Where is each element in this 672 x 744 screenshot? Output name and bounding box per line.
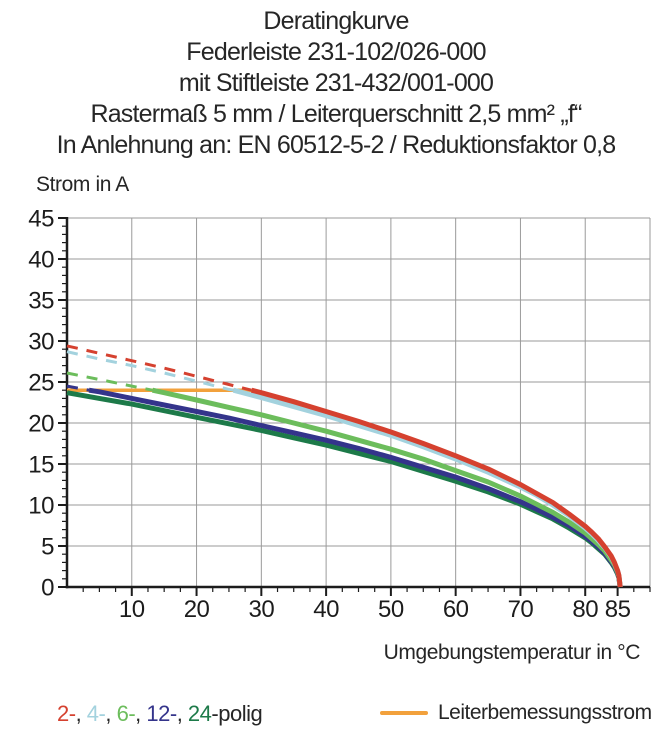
- svg-text:10: 10: [119, 596, 145, 623]
- legend-pole-count: 6-: [116, 701, 136, 726]
- rated-current-line-swatch: [380, 711, 428, 715]
- svg-text:60: 60: [443, 596, 469, 623]
- chart-title-line: Federleiste 231-102/026-000: [186, 38, 486, 66]
- legend-separator: ,: [176, 701, 188, 726]
- svg-text:40: 40: [28, 247, 54, 274]
- svg-text:85: 85: [605, 596, 631, 623]
- tick-labels: 10 20 30 40 50 60 70 80 85 0 5 10 15 20 25 30 35 40 45: [28, 206, 631, 624]
- chart-title-line: Deratingkurve: [263, 7, 409, 35]
- svg-text:15: 15: [28, 452, 54, 479]
- svg-text:25: 25: [28, 370, 54, 397]
- svg-text:80: 80: [572, 596, 598, 623]
- curve-6-polig: [151, 387, 623, 588]
- legend-pole-count: 4-: [86, 701, 106, 726]
- curve-dashed-12-polig: [66, 384, 90, 392]
- curve-2-polig: [250, 387, 623, 588]
- curve-dashed-6-polig: [66, 371, 153, 392]
- x-axis-title: Umgebungstemperatur in °C: [383, 641, 641, 664]
- curve-4-polig: [232, 387, 623, 588]
- svg-text:45: 45: [28, 206, 54, 233]
- curve-dashed-4-polig: [66, 350, 234, 392]
- derating-curves: [66, 344, 623, 588]
- svg-text:5: 5: [41, 534, 54, 561]
- rated-current-legend-label: Leiterbemessungsstrom: [438, 701, 652, 724]
- legend-separator: ,: [105, 701, 117, 726]
- svg-text:20: 20: [28, 411, 54, 438]
- legend-separator: ,: [75, 701, 87, 726]
- chart-title-line: In Anlehnung an: EN 60512-5-2 / Reduktio…: [56, 131, 617, 159]
- svg-text:0: 0: [41, 575, 54, 602]
- axes: [65, 217, 650, 589]
- pole-count-legend: 2-, 4-, 6-, 12-, 24-polig: [57, 701, 263, 727]
- legend-suffix: -polig: [211, 701, 263, 726]
- legend-pole-count: 24: [187, 701, 212, 726]
- chart-title-line: mit Stiftleiste 231-432/001-000: [178, 69, 494, 97]
- svg-text:35: 35: [28, 288, 54, 315]
- chart-title-line: Rastermaß 5 mm / Leiterquerschnitt 2,5 m…: [90, 100, 582, 128]
- legend-pole-count: 2-: [57, 701, 76, 726]
- svg-text:30: 30: [248, 596, 274, 623]
- svg-text:20: 20: [184, 596, 210, 623]
- svg-text:50: 50: [378, 596, 404, 623]
- chart-title: Deratingkurve Federleiste 231-102/026-00…: [0, 6, 672, 161]
- y-axis-title: Strom in A: [36, 173, 129, 196]
- rated-current-legend: Leiterbemessungsstrom: [380, 701, 652, 725]
- svg-text:30: 30: [28, 329, 54, 356]
- svg-text:40: 40: [313, 596, 339, 623]
- svg-text:70: 70: [508, 596, 534, 623]
- legend-separator: ,: [135, 701, 147, 726]
- legend-pole-count: 12-: [146, 701, 177, 726]
- curve-dashed-2-polig: [66, 344, 252, 392]
- svg-text:10: 10: [28, 493, 54, 520]
